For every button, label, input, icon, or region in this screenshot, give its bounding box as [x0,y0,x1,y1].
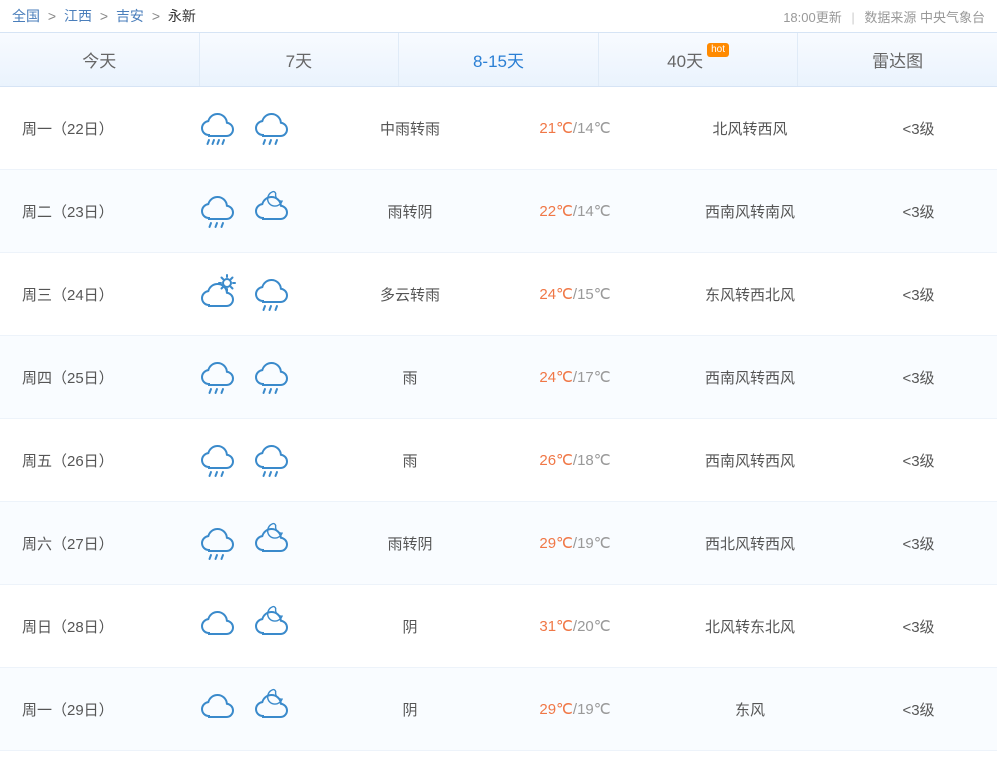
condition-cell: 雨转阴 [330,533,490,554]
wind-cell: 东风 [660,699,840,720]
overcast-night-icon [247,700,297,717]
forecast-row[interactable]: 周四（25日） 雨 24℃/17℃ 西南风转西风 <3级 [0,336,997,419]
rain-icon [247,285,297,302]
breadcrumb-link[interactable]: 吉安 [116,8,144,24]
overcast-night-icon [247,202,297,219]
overcast-night-icon [247,534,297,551]
condition-cell: 中雨转雨 [330,118,490,139]
forecast-row[interactable]: 周五（26日） 雨 26℃/18℃ 西南风转西风 <3级 [0,419,997,502]
wind-level-cell: <3级 [840,284,997,305]
breadcrumb-sep: > [48,8,56,24]
tab-3[interactable]: 40天hot [599,33,799,86]
wind-level-cell: <3级 [840,450,997,471]
update-time: 18:00更新 [783,10,842,25]
tab-0[interactable]: 今天 [0,33,200,86]
breadcrumb-path: 全国 > 江西 > 吉安 > 永新 [12,6,196,26]
weather-icons [160,439,330,481]
temperature-cell: 29℃/19℃ [490,700,660,718]
rain-medium-icon [193,119,243,136]
forecast-list: 周一（22日） 中雨转雨 21℃/14℃ 北风转西风 <3级 周二（23日） 雨… [0,87,997,751]
wind-level-cell: <3级 [840,201,997,222]
date-cell: 周一（29日） [0,699,160,720]
wind-cell: 西南风转西风 [660,450,840,471]
condition-cell: 阴 [330,616,490,637]
forecast-row[interactable]: 周二（23日） 雨转阴 22℃/14℃ 西南风转南风 <3级 [0,170,997,253]
rain-icon [193,451,243,468]
breadcrumb-link[interactable]: 江西 [64,8,92,24]
temperature-cell: 21℃/14℃ [490,119,660,137]
wind-level-cell: <3级 [840,616,997,637]
wind-cell: 东风转西北风 [660,284,840,305]
temperature-cell: 26℃/18℃ [490,451,660,469]
breadcrumb-sep: > [100,8,108,24]
wind-cell: 西南风转南风 [660,201,840,222]
data-source: 数据来源 中央气象台 [864,10,985,25]
breadcrumb-bar: 全国 > 江西 > 吉安 > 永新 18:00更新 | 数据来源 中央气象台 [0,0,997,32]
breadcrumb-current: 永新 [168,8,196,24]
condition-cell: 阴 [330,699,490,720]
date-cell: 周一（22日） [0,118,160,139]
cloudy-icon [193,617,243,634]
rain-icon [247,119,297,136]
condition-cell: 雨 [330,450,490,471]
wind-level-cell: <3级 [840,118,997,139]
forecast-row[interactable]: 周日（28日） 阴 31℃/20℃ 北风转东北风 <3级 [0,585,997,668]
forecast-row[interactable]: 周一（29日） 阴 29℃/19℃ 东风 <3级 [0,668,997,751]
date-cell: 周五（26日） [0,450,160,471]
date-cell: 周二（23日） [0,201,160,222]
breadcrumb-meta: 18:00更新 | 数据来源 中央气象台 [783,7,985,26]
date-cell: 周六（27日） [0,533,160,554]
date-cell: 周日（28日） [0,616,160,637]
temperature-cell: 24℃/17℃ [490,368,660,386]
temperature-cell: 29℃/19℃ [490,534,660,552]
tab-4[interactable]: 雷达图 [798,33,997,86]
weather-icons [160,522,330,564]
temperature-cell: 22℃/14℃ [490,202,660,220]
condition-cell: 雨 [330,367,490,388]
forecast-row[interactable]: 周三（24日） 多云转雨 24℃/15℃ 东风转西北风 <3级 [0,253,997,336]
date-cell: 周四（25日） [0,367,160,388]
period-tabs: 今天7天8-15天40天hot雷达图 [0,32,997,87]
weather-icons [160,356,330,398]
wind-level-cell: <3级 [840,367,997,388]
rain-icon [247,368,297,385]
condition-cell: 雨转阴 [330,201,490,222]
weather-icons [160,190,330,232]
rain-icon [193,534,243,551]
date-cell: 周三（24日） [0,284,160,305]
meta-sep: | [851,10,854,25]
tab-1[interactable]: 7天 [200,33,400,86]
partly-cloudy-day-icon [193,285,243,302]
wind-cell: 北风转西风 [660,118,840,139]
overcast-night-icon [247,617,297,634]
wind-cell: 西北风转西风 [660,533,840,554]
temperature-cell: 31℃/20℃ [490,617,660,635]
breadcrumb-sep: > [152,8,160,24]
condition-cell: 多云转雨 [330,284,490,305]
cloudy-icon [193,700,243,717]
hot-badge-icon: hot [707,43,729,57]
weather-icons [160,107,330,149]
temperature-cell: 24℃/15℃ [490,285,660,303]
forecast-row[interactable]: 周一（22日） 中雨转雨 21℃/14℃ 北风转西风 <3级 [0,87,997,170]
forecast-row[interactable]: 周六（27日） 雨转阴 29℃/19℃ 西北风转西风 <3级 [0,502,997,585]
wind-cell: 北风转东北风 [660,616,840,637]
weather-icons [160,605,330,647]
weather-icons [160,688,330,730]
weather-icons [160,273,330,315]
rain-icon [193,368,243,385]
wind-cell: 西南风转西风 [660,367,840,388]
wind-level-cell: <3级 [840,699,997,720]
tab-2[interactable]: 8-15天 [399,33,599,86]
rain-icon [247,451,297,468]
rain-icon [193,202,243,219]
wind-level-cell: <3级 [840,533,997,554]
breadcrumb-link[interactable]: 全国 [12,8,40,24]
